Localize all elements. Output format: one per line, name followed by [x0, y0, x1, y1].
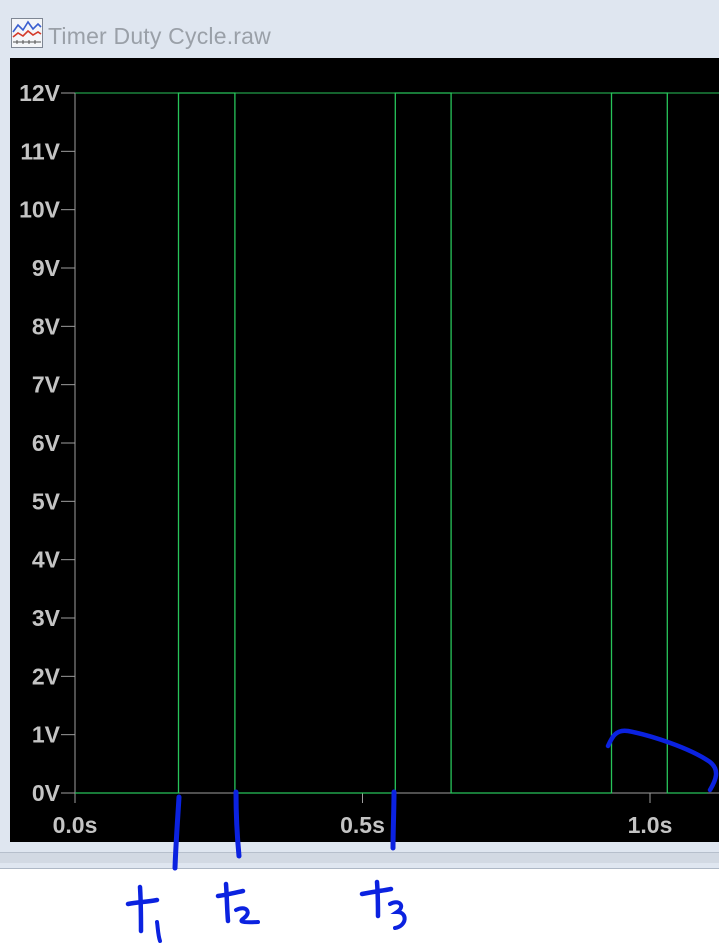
y-tick-label: 3V	[32, 605, 61, 631]
y-tick-label: 12V	[19, 80, 61, 106]
plot-axes: 0V 1V 2V 3V 4V 5V 6V 7V 8V 9V 10V 11V 12V 0.0s 0.5s 1.0…	[19, 80, 719, 838]
handwritten-t3-label	[359, 879, 407, 930]
x-tick-label: 0.0s	[53, 812, 98, 838]
y-tick-label: 9V	[32, 255, 61, 281]
x-tick-label: 1.0s	[628, 812, 673, 838]
window-title: Timer Duty Cycle.raw	[48, 23, 271, 49]
x-tick-label: 0.5s	[340, 812, 385, 838]
y-tick-label: 6V	[32, 430, 61, 456]
y-tick-label: 0V	[32, 780, 61, 806]
cursor-mark-t2	[233, 789, 242, 859]
y-tick-label: 8V	[32, 313, 61, 339]
cursor-mark-t3	[390, 789, 397, 851]
handwritten-t2-label	[215, 881, 260, 925]
handwritten-curve	[605, 728, 719, 793]
handwritten-annotations	[125, 728, 719, 943]
plot-traces	[75, 92, 719, 794]
y-tick-label: 1V	[32, 722, 61, 748]
plot-pane[interactable]	[10, 58, 719, 842]
cursor-mark-t1	[172, 794, 182, 871]
y-tick-label: 4V	[32, 547, 61, 573]
waveform-window: Timer Duty Cycle.raw	[0, 0, 719, 869]
y-tick-label: 5V	[32, 488, 61, 514]
y-tick-label: 11V	[20, 138, 60, 164]
handwritten-t1-label	[125, 884, 162, 943]
voltage-trace	[75, 92, 708, 794]
status-strip	[0, 852, 719, 863]
y-tick-label: 2V	[32, 663, 61, 689]
y-tick-label: 7V	[32, 372, 61, 398]
title-bar[interactable]: Timer Duty Cycle.raw	[0, 10, 719, 56]
y-tick-label: 10V	[19, 197, 61, 223]
waveform-viewer-icon	[11, 18, 43, 48]
